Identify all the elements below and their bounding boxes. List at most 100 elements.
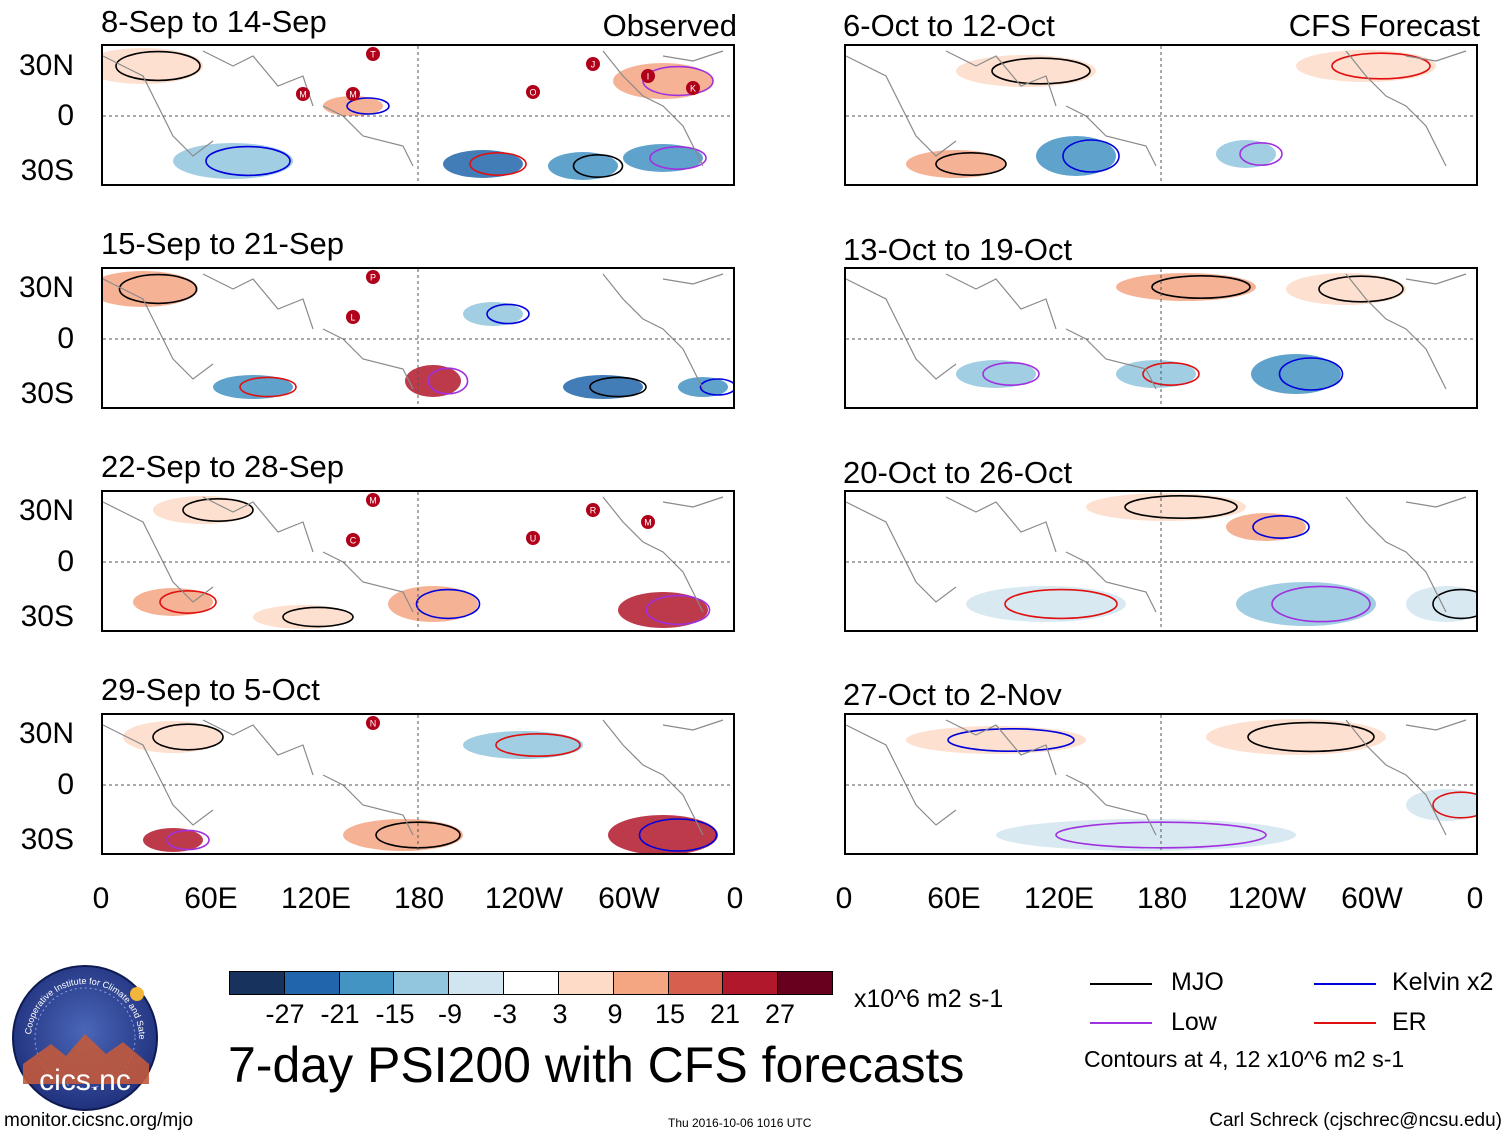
wave-contour xyxy=(642,65,714,97)
storm-letter: O xyxy=(529,88,536,98)
lon-label: 0 xyxy=(835,882,853,915)
coastline xyxy=(202,50,314,107)
map-canvas xyxy=(846,492,1476,630)
colorbar-label: 3 xyxy=(552,999,568,1029)
tropical-cyclone-icon: M xyxy=(346,87,360,101)
footer-credit: Carl Schreck (cjschrec@ncsu.edu) xyxy=(1209,1110,1502,1131)
wave-contour xyxy=(947,728,1075,752)
colorbar-label: -15 xyxy=(375,999,415,1029)
lon-label: 60W xyxy=(598,882,660,915)
footer-url[interactable]: monitor.cicsnc.org/mjo xyxy=(4,1110,194,1131)
storm-letter: M xyxy=(349,90,357,100)
colorbar-swatch xyxy=(394,972,450,994)
psi-anomaly-shading xyxy=(343,819,463,851)
wave-contour xyxy=(346,97,390,115)
coastline xyxy=(103,55,214,157)
psi-anomaly-shading xyxy=(1406,586,1476,622)
psi-anomaly-shading xyxy=(133,588,213,616)
psi-anomaly-shading xyxy=(463,731,583,759)
wave-contour xyxy=(1062,139,1120,173)
storm-letter: K xyxy=(690,84,696,94)
wave-contour xyxy=(166,829,210,851)
colorbar-units: x10^6 m2 s-1 xyxy=(854,985,1004,1013)
colorbar xyxy=(229,971,833,995)
footer-timestamp: Thu 2016-10-06 1016 UTC xyxy=(668,1116,812,1130)
coastline xyxy=(602,50,704,167)
colorbar-swatch xyxy=(230,972,285,994)
lon-label: 0 xyxy=(726,882,744,915)
wave-contour xyxy=(1142,362,1200,387)
observed-column-label: Observed xyxy=(602,8,737,43)
lat-label: 30N xyxy=(18,49,74,82)
coastline xyxy=(1345,273,1447,390)
lat-label: 30S xyxy=(20,600,74,633)
lat-label: 30N xyxy=(18,271,74,304)
psi-anomaly-shading xyxy=(563,375,643,399)
tropical-cyclone-icon: O xyxy=(526,85,540,99)
panel-title-fc-3: 20-Oct to 26-Oct xyxy=(843,455,1073,490)
coastline xyxy=(846,55,957,157)
psi-anomaly-shading xyxy=(618,592,708,628)
colorbar-swatch xyxy=(613,972,669,994)
panel-title-obs-4: 29-Sep to 5-Oct xyxy=(101,672,320,707)
tropical-cyclone-icon: P xyxy=(366,270,380,284)
psi-anomaly-shading xyxy=(1296,50,1436,82)
coastline xyxy=(662,496,724,508)
wave-contour xyxy=(1271,585,1371,623)
lon-label: 120E xyxy=(280,882,352,915)
map-canvas xyxy=(846,715,1476,853)
storm-letter: M xyxy=(644,518,652,528)
psi-anomaly-shading xyxy=(405,365,461,397)
storm-letter: U xyxy=(530,534,537,544)
psi-anomaly-shading xyxy=(1226,513,1306,541)
psi-anomaly-shading xyxy=(213,375,293,399)
logo-text: cics.nc xyxy=(39,1064,131,1097)
tropical-cyclone-icon: R xyxy=(586,503,600,517)
lon-label: 180 xyxy=(1136,882,1188,915)
wave-contour xyxy=(649,146,707,171)
coastline xyxy=(662,50,724,62)
colorbar-swatch xyxy=(668,972,724,994)
colorbar-label: -9 xyxy=(437,999,462,1029)
coastline xyxy=(202,273,314,330)
wave-contour xyxy=(1239,142,1283,167)
lat-label: 0 xyxy=(57,99,74,132)
psi-anomaly-shading xyxy=(623,144,703,172)
colorbar-swatch xyxy=(723,972,779,994)
colorbar-label: 9 xyxy=(607,999,623,1029)
lon-label: 60E xyxy=(184,882,238,915)
tropical-cyclone-icon: M xyxy=(296,87,310,101)
wave-contour xyxy=(1151,275,1251,299)
psi-anomaly-shading xyxy=(443,150,523,178)
colorbar-label: 27 xyxy=(764,999,796,1029)
coastline xyxy=(945,719,1057,776)
psi-anomaly-shading xyxy=(103,48,203,84)
legend-er-label: ER xyxy=(1392,1008,1427,1036)
colorbar-label: 15 xyxy=(654,999,686,1029)
coastline xyxy=(1065,328,1157,390)
wave-contour xyxy=(182,498,254,522)
tropical-cyclone-icon: N xyxy=(366,716,380,730)
lon-label: 0 xyxy=(1466,882,1484,915)
lon-label: 180 xyxy=(393,882,445,915)
legend-kelvin-line xyxy=(1314,983,1376,985)
psi-anomaly-shading xyxy=(123,721,223,753)
psi-anomaly-shading xyxy=(548,152,618,180)
lon-label: 120E xyxy=(1023,882,1095,915)
tropical-cyclone-icon: I xyxy=(641,69,655,83)
coastline xyxy=(202,719,314,776)
coastline xyxy=(322,105,414,167)
legend-low-line xyxy=(1090,1022,1152,1024)
legend-mjo-label: MJO xyxy=(1171,968,1224,996)
coastline xyxy=(662,719,724,731)
coastline xyxy=(602,496,704,613)
wave-contour xyxy=(982,362,1040,387)
psi-anomaly-shading xyxy=(103,271,198,307)
colorbar-swatch xyxy=(284,972,340,994)
psi-anomaly-shading xyxy=(1251,354,1341,394)
psi-anomaly-shading xyxy=(388,586,478,622)
lat-label: 30N xyxy=(18,494,74,527)
coastline xyxy=(1405,273,1467,285)
lat-label: 30S xyxy=(20,377,74,410)
